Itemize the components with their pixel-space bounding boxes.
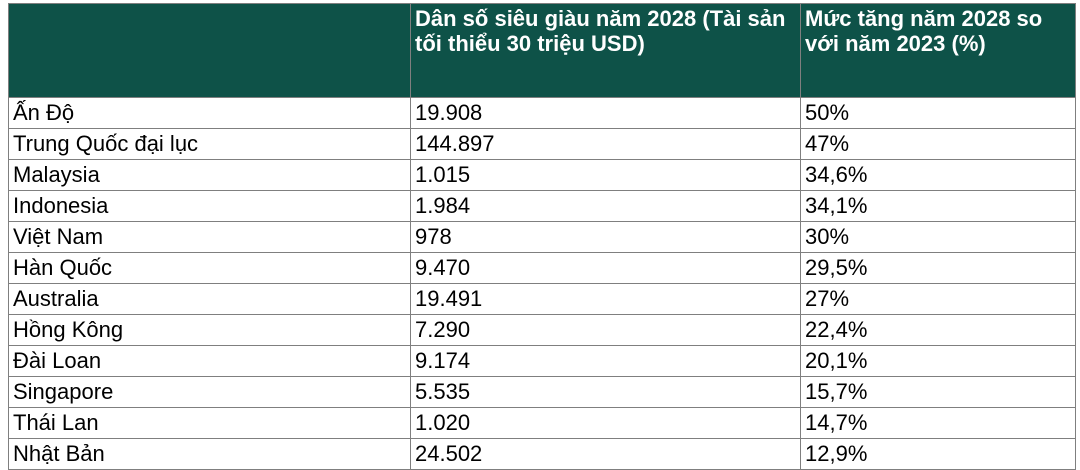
table-cell: 20,1%: [800, 345, 1076, 377]
table-cell: 30%: [800, 221, 1076, 253]
table-cell: 12,9%: [800, 438, 1076, 470]
table-cell: 15,7%: [800, 376, 1076, 408]
table-body: Ấn Độ 19.908 50% Trung Quốc đại lục 144.897 4…: [8, 97, 1076, 470]
table-cell: 19.908: [410, 97, 801, 129]
header-cell: [8, 3, 411, 98]
row-label: Indonesia: [8, 190, 411, 222]
row-label: Trung Quốc đại lục: [8, 128, 411, 160]
table-row: Malaysia 1.015 34,6%: [8, 159, 1076, 191]
table-cell: 1.984: [410, 190, 801, 222]
table-cell: 47%: [800, 128, 1076, 160]
table-cell: 144.897: [410, 128, 801, 160]
table-header: Dân số siêu giàu năm 2028 (Tài sản tối t…: [8, 3, 1076, 98]
row-label: Hàn Quốc: [8, 252, 411, 284]
table-cell: 50%: [800, 97, 1076, 129]
table-row: Singapore 5.535 15,7%: [8, 376, 1076, 408]
table-row: Thái Lan 1.020 14,7%: [8, 407, 1076, 439]
row-label: Ấn Độ: [8, 97, 411, 129]
table-cell: 14,7%: [800, 407, 1076, 439]
table-cell: 34,6%: [800, 159, 1076, 191]
row-label: Malaysia: [8, 159, 411, 191]
table-cell: 27%: [800, 283, 1076, 315]
table-cell: 5.535: [410, 376, 801, 408]
header-row: Dân số siêu giàu năm 2028 (Tài sản tối t…: [8, 3, 1076, 98]
row-label: Việt Nam: [8, 221, 411, 253]
header-cell: Dân số siêu giàu năm 2028 (Tài sản tối t…: [410, 3, 801, 98]
table-row: Hồng Kông 7.290 22,4%: [8, 314, 1076, 346]
table-row: Hàn Quốc 9.470 29,5%: [8, 252, 1076, 284]
row-label: Hồng Kông: [8, 314, 411, 346]
table-cell: 1.020: [410, 407, 801, 439]
table-row: Việt Nam 978 30%: [8, 221, 1076, 253]
data-table: Dân số siêu giàu năm 2028 (Tài sản tối t…: [8, 3, 1076, 470]
header-cell: Mức tăng năm 2028 so với năm 2023 (%): [800, 3, 1076, 98]
table-row: Ấn Độ 19.908 50%: [8, 97, 1076, 129]
row-label: Australia: [8, 283, 411, 315]
table-cell: 19.491: [410, 283, 801, 315]
table-cell: 29,5%: [800, 252, 1076, 284]
table-cell: 9.470: [410, 252, 801, 284]
row-label: Singapore: [8, 376, 411, 408]
table-row: Đài Loan 9.174 20,1%: [8, 345, 1076, 377]
table-row: Nhật Bản 24.502 12,9%: [8, 438, 1076, 470]
table-cell: 22,4%: [800, 314, 1076, 346]
row-label: Đài Loan: [8, 345, 411, 377]
table-cell: 24.502: [410, 438, 801, 470]
table-row: Indonesia 1.984 34,1%: [8, 190, 1076, 222]
table-row: Australia 19.491 27%: [8, 283, 1076, 315]
table-cell: 7.290: [410, 314, 801, 346]
row-label: Nhật Bản: [8, 438, 411, 470]
table-cell: 978: [410, 221, 801, 253]
table-cell: 1.015: [410, 159, 801, 191]
table-cell: 9.174: [410, 345, 801, 377]
table-row: Trung Quốc đại lục 144.897 47%: [8, 128, 1076, 160]
row-label: Thái Lan: [8, 407, 411, 439]
table-cell: 34,1%: [800, 190, 1076, 222]
